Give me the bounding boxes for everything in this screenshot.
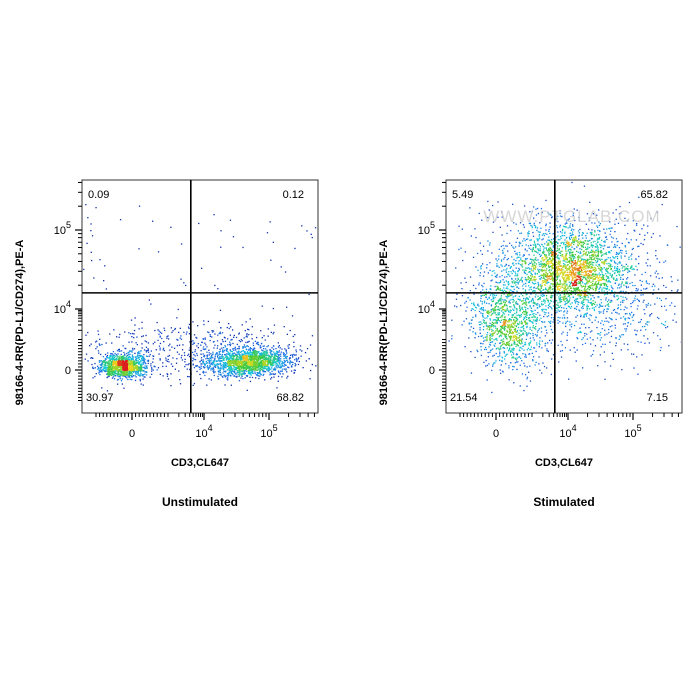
plot-panel-1: 0.09 0.12 30.97 68.82 0 104 105 0 104 105 CD3,CL64…	[14, 179, 319, 509]
quadrant-upper-right-percent: 0.12	[283, 189, 304, 201]
y-tick-label: 105	[418, 220, 435, 237]
event-cloud	[83, 204, 317, 392]
watermark-text: WWW.PTGLAB.COM	[483, 207, 660, 226]
y-tick-label: 104	[418, 299, 435, 316]
x-axis-title: CD3,CL647	[171, 457, 229, 469]
panel-caption: Stimulated	[533, 495, 594, 509]
x-tick-label: 104	[195, 423, 212, 440]
plot-frame	[81, 179, 319, 414]
quadrant-lower-right-percent: 68.82	[276, 392, 304, 404]
y-axis: 0 104 105	[418, 181, 446, 401]
quadrant-upper-right-percent: 65.82	[640, 189, 668, 201]
x-tick-label: 0	[129, 428, 135, 440]
quadrant-lower-left-percent: 21.54	[450, 392, 478, 404]
quadrant-lower-right-percent: 7.15	[647, 392, 668, 404]
x-tick-label: 104	[559, 423, 576, 440]
x-axis: 0 104 105	[95, 413, 315, 440]
x-axis: 0 104 105	[459, 413, 679, 440]
y-axis-title: 98166-4-RR(PD-L1/CD274),PE-A	[378, 240, 390, 406]
x-tick-label: 105	[624, 423, 641, 440]
y-tick-label: 0	[429, 365, 435, 377]
x-tick-label: 105	[260, 423, 277, 440]
x-tick-label: 0	[493, 428, 499, 440]
y-tick-label: 0	[65, 365, 71, 377]
panel-caption: Unstimulated	[162, 495, 238, 509]
y-axis-title: 98166-4-RR(PD-L1/CD274),PE-A	[14, 240, 26, 406]
quadrant-upper-left-percent: 5.49	[452, 189, 473, 201]
y-tick-label: 104	[54, 299, 71, 316]
x-axis-title: CD3,CL647	[535, 457, 593, 469]
quadrant-upper-left-percent: 0.09	[88, 189, 109, 201]
y-axis: 0 104 105	[54, 181, 82, 401]
quadrant-lower-left-percent: 30.97	[86, 392, 114, 404]
y-tick-label: 105	[54, 220, 71, 237]
